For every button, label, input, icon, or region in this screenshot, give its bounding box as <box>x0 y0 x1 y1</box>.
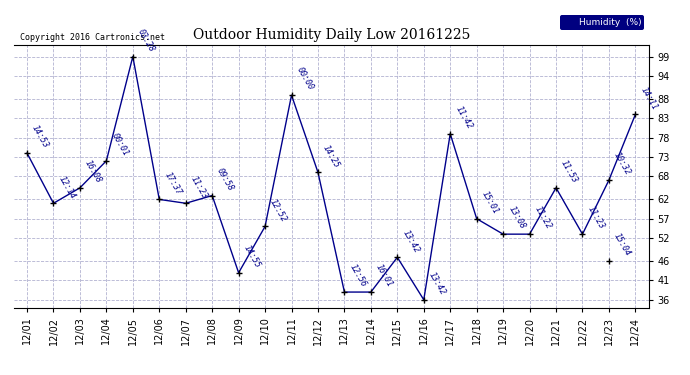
Title: Outdoor Humidity Daily Low 20161225: Outdoor Humidity Daily Low 20161225 <box>193 28 470 42</box>
Legend: Humidity  (%): Humidity (%) <box>560 15 644 30</box>
Text: 14:11: 14:11 <box>638 85 659 111</box>
Text: 00:00: 00:00 <box>295 66 315 92</box>
Text: 11:22: 11:22 <box>533 205 553 231</box>
Text: 11:23: 11:23 <box>586 205 606 231</box>
Text: 11:23: 11:23 <box>189 174 209 200</box>
Text: 12:56: 12:56 <box>348 263 368 289</box>
Text: 11:42: 11:42 <box>453 105 474 131</box>
Text: Copyright 2016 Cartronics.net: Copyright 2016 Cartronics.net <box>20 33 165 42</box>
Text: 14:25: 14:25 <box>321 143 342 169</box>
Text: 16:08: 16:08 <box>83 159 104 185</box>
Text: 13:42: 13:42 <box>427 270 447 297</box>
Text: 00:01: 00:01 <box>110 132 130 158</box>
Text: 12:14: 12:14 <box>57 174 77 200</box>
Text: 14:55: 14:55 <box>241 243 262 270</box>
Text: 15:01: 15:01 <box>480 189 500 216</box>
Text: 12:52: 12:52 <box>268 197 288 223</box>
Text: 09:58: 09:58 <box>215 166 236 192</box>
Text: 03:28: 03:28 <box>136 27 157 54</box>
Text: 13:08: 13:08 <box>506 205 526 231</box>
Text: 11:53: 11:53 <box>559 159 580 185</box>
Text: 13:42: 13:42 <box>400 228 421 254</box>
Text: 14:53: 14:53 <box>30 124 50 150</box>
Text: 15:04: 15:04 <box>612 232 633 258</box>
Text: 17:37: 17:37 <box>162 170 183 196</box>
Text: 10:32: 10:32 <box>612 151 633 177</box>
Text: 16:01: 16:01 <box>374 263 395 289</box>
